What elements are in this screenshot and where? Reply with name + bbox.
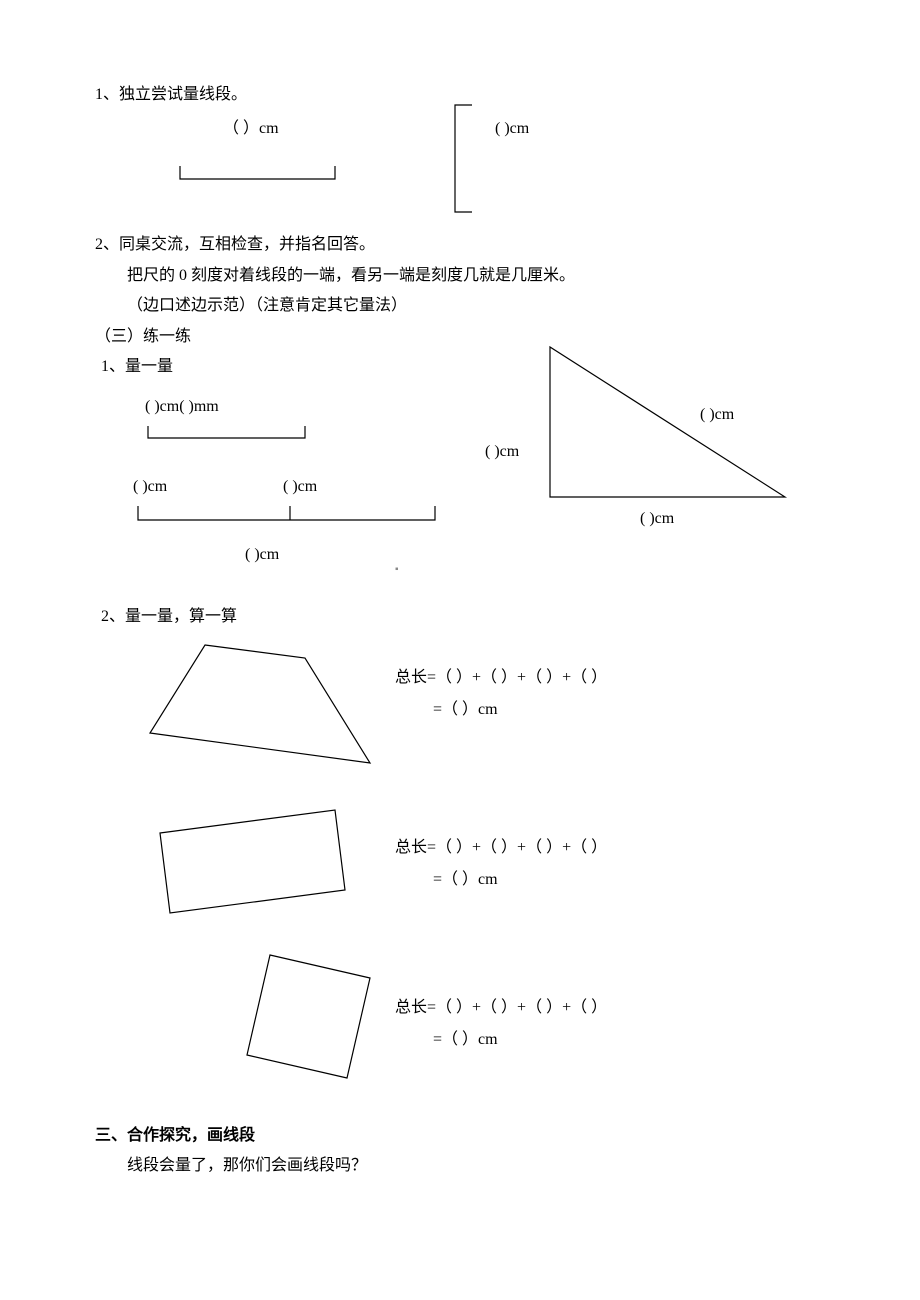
big3-title: 合作探究，画线段	[127, 1121, 255, 1151]
q2-title: 同桌交流，互相检查，并指名回答。	[119, 230, 375, 260]
big3-line1: 线段会量了，那你们会画线段吗？	[95, 1151, 825, 1181]
q1-v-segment	[450, 102, 480, 217]
q2-heading: 2、 同桌交流，互相检查，并指名回答。	[95, 230, 825, 260]
q1-v-label: ( )cm	[495, 114, 529, 144]
p1-bottom-cm: ( )cm	[245, 540, 279, 570]
p2-shape1	[135, 633, 385, 793]
p2-eq1b: =（ ）cm	[433, 695, 498, 725]
p1-tri-left: ( )cm	[485, 437, 519, 467]
tiny-mark: ▪	[395, 560, 399, 579]
p1-tri-bottom: ( )cm	[640, 504, 674, 534]
big3-num: 三、	[95, 1121, 127, 1151]
q1-title: 独立尝试量线段。	[119, 80, 247, 110]
p1-mid-cm: ( )cm	[283, 472, 317, 502]
q1-figures: （ ）cm ( )cm	[175, 110, 825, 230]
p2-shape2	[135, 798, 355, 938]
p1-num: 1、	[101, 352, 125, 382]
p1-left-cm: ( )cm	[133, 472, 167, 502]
p2-figures: 总长=（ ）+（ ）+（ ）+（ ） =（ ）cm 总长=（ ）+（ ）+（ ）…	[95, 633, 825, 1103]
p2-eq1a: 总长=（ ）+（ ）+（ ）+（ ）	[395, 663, 607, 693]
q2-num: 2、	[95, 230, 119, 260]
p2-title: 量一量，算一算	[125, 602, 237, 632]
p2-eq2b: =（ ）cm	[433, 865, 498, 895]
q1-h-label: （ ）cm	[223, 114, 279, 144]
p2-eq2a: 总长=（ ）+（ ）+（ ）+（ ）	[395, 833, 607, 863]
q1-num: 1、	[95, 80, 119, 110]
p2-heading: 2、 量一量，算一算	[95, 602, 825, 632]
q2-line1: 把尺的 0 刻度对着线段的一端，看另一端是刻度几就是几厘米。	[95, 261, 825, 291]
p1-top-bracket	[145, 424, 315, 444]
q1-h-segment	[175, 164, 345, 184]
p2-shape3	[225, 943, 385, 1093]
p1-triangle	[515, 337, 795, 507]
p2-num: 2、	[101, 602, 125, 632]
p1-bottom-bracket	[135, 504, 445, 528]
p2-eq3a: 总长=（ ）+（ ）+（ ）+（ ）	[395, 993, 607, 1023]
p1-title: 量一量	[125, 352, 173, 382]
p2-eq3b: =（ ）cm	[433, 1025, 498, 1055]
big3-heading: 三、 合作探究，画线段	[95, 1121, 825, 1151]
q2-line2: （边口述边示范）（注意肯定其它量法）	[95, 291, 825, 321]
p1-figures: ( )cm( )mm ( )cm ( )cm ( )cm ( )cm ( )cm…	[95, 382, 825, 602]
p1-tri-hyp: ( )cm	[700, 400, 734, 430]
p1-top-label: ( )cm( )mm	[145, 392, 219, 422]
